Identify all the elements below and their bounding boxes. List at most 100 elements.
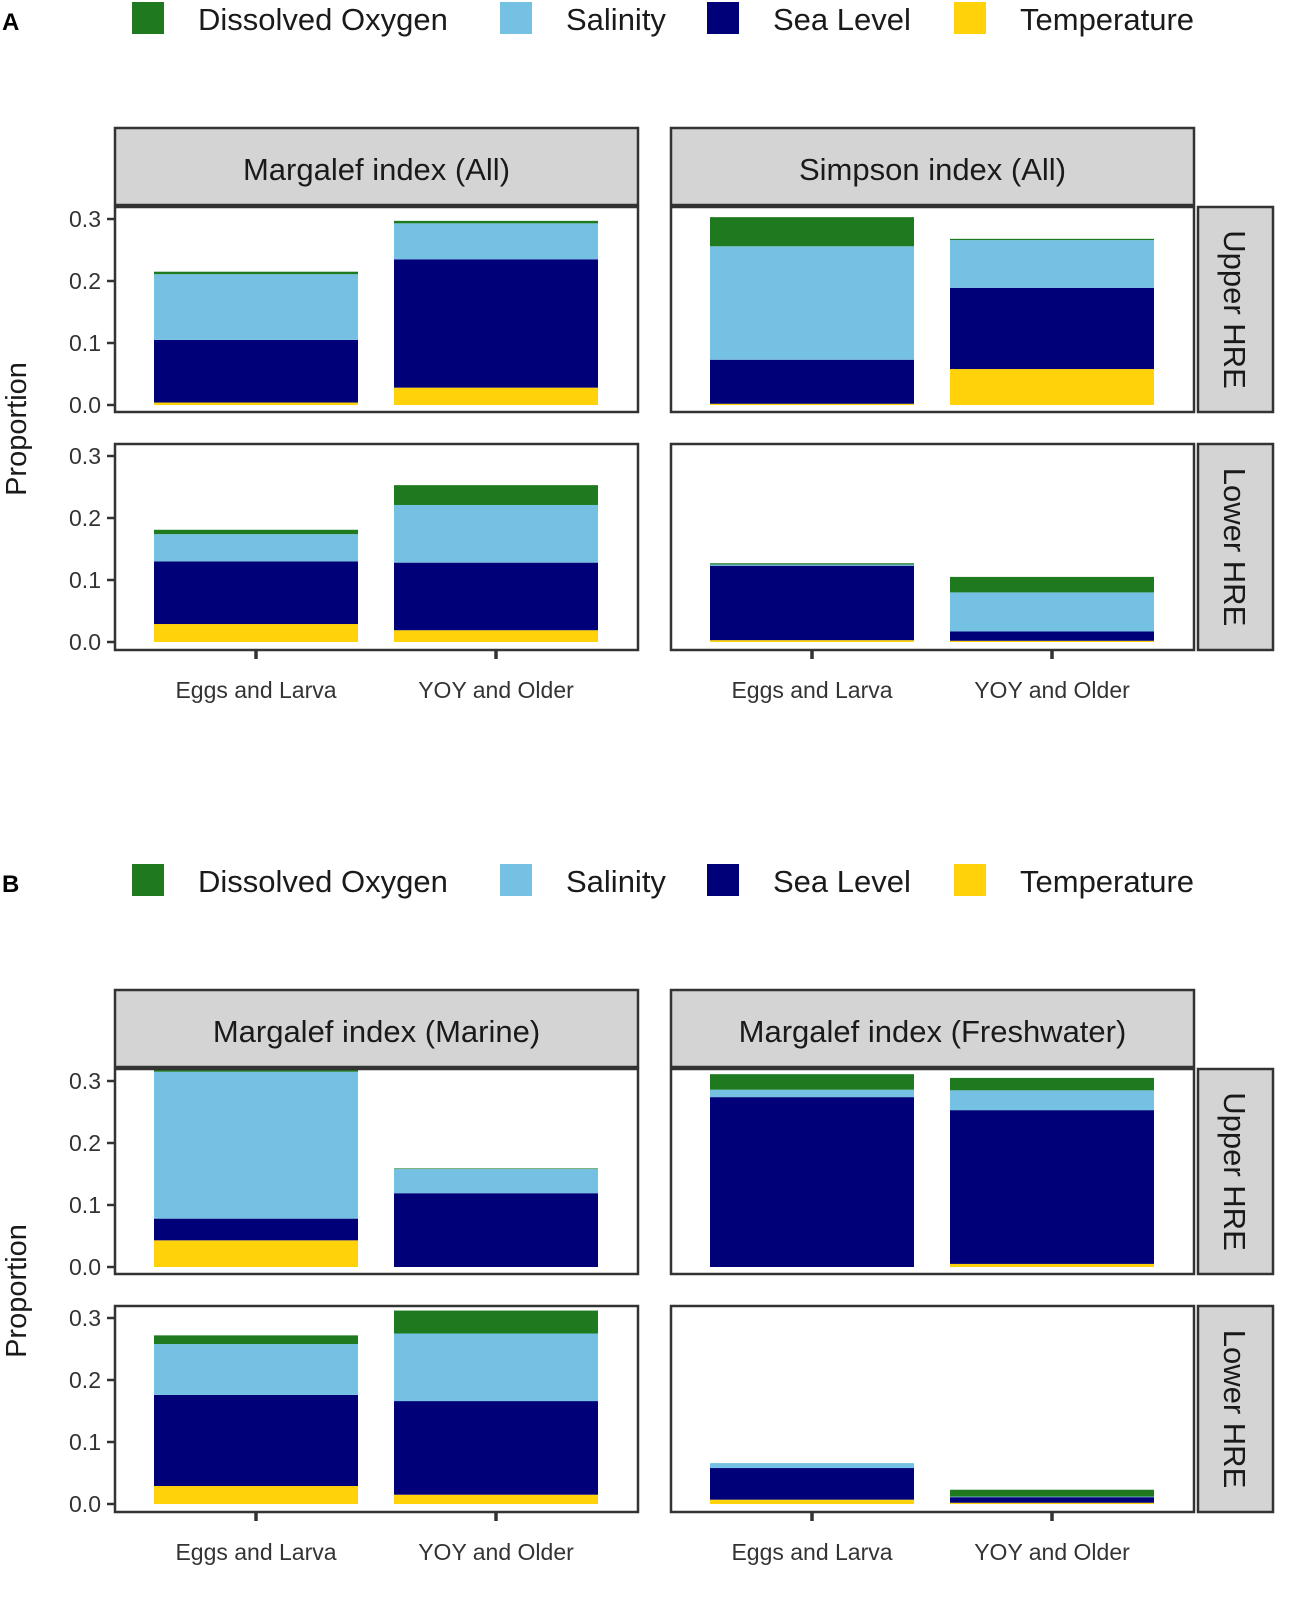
bar-eggs-and-larva-sea-level — [154, 339, 358, 403]
row-strip-label: Upper HRE — [1217, 1092, 1252, 1251]
bar-yoy-and-older-dissolved-oxygen — [950, 576, 1154, 593]
bar-yoy-and-older-temperature — [950, 1263, 1154, 1267]
bar-eggs-and-larva-temperature — [710, 640, 914, 642]
bar-eggs-and-larva-dissolved-oxygen — [154, 1069, 358, 1072]
bar-yoy-and-older-salinity — [394, 223, 598, 260]
column-strip-margalef-index-all — [113, 126, 640, 207]
bar-yoy-and-older-salinity — [950, 592, 1154, 632]
y-tick-label: 0.2 — [69, 505, 101, 531]
legend-label-temperature: Temperature — [1020, 2, 1194, 37]
x-tick-label: YOY and Older — [418, 677, 574, 703]
column-strip-label: Simpson index (All) — [799, 152, 1066, 187]
bar-yoy-and-older-salinity — [394, 504, 598, 563]
bar-yoy-and-older-temperature — [950, 369, 1154, 405]
panel-lower-hre-margalef-index-marine: 0.0 0.1 0.2 0.3 Eggs and Larva YOY and Older — [69, 1304, 640, 1565]
y-tick-label: 0.3 — [69, 1068, 101, 1094]
legend: Dissolved Oxygen Salinity Sea Level Tempera… — [132, 2, 1194, 37]
legend-swatch-temperature — [954, 864, 986, 896]
panel-border — [113, 205, 640, 414]
bar-eggs-and-larva-salinity — [154, 1071, 358, 1219]
row-strip-lower-hre — [1196, 442, 1275, 652]
bar-eggs-and-larva-temperature — [154, 402, 358, 405]
bar-yoy-and-older-salinity — [950, 1496, 1154, 1498]
bar-yoy-and-older-sea-level — [394, 562, 598, 631]
column-strip-label: Margalef index (Marine) — [213, 1014, 540, 1049]
panel-upper-hre-margalef-index-freshwater — [669, 1067, 1196, 1276]
panel-border — [669, 205, 1196, 414]
row-strip-upper-hre — [1196, 205, 1275, 414]
legend-swatch-dissolved-oxygen — [132, 2, 164, 34]
bar-yoy-and-older-sea-level — [394, 259, 598, 388]
column-strip-margalef-index-freshwater — [669, 988, 1196, 1069]
bar-eggs-and-larva-sea-level — [710, 565, 914, 641]
bar-yoy-and-older-sea-level — [394, 1401, 598, 1495]
y-tick-label: 0.2 — [69, 1130, 101, 1156]
row-strip-label: Lower HRE — [1217, 468, 1252, 627]
bar-eggs-and-larva-sea-level — [710, 1468, 914, 1500]
panel-lower-hre-margalef-index-freshwater: Eggs and Larva YOY and Older — [669, 1304, 1196, 1565]
bar-eggs-and-larva-temperature — [154, 1240, 358, 1267]
panel-border — [669, 442, 1196, 652]
bar-eggs-and-larva-temperature — [154, 1486, 358, 1504]
panel-border — [113, 1067, 640, 1276]
y-tick-label: 0.0 — [69, 629, 101, 655]
chart-a: A Dissolved Oxygen Salinity Sea Level Temper… — [1, 2, 1275, 703]
bar-eggs-and-larva-dissolved-oxygen — [154, 1335, 358, 1345]
bar-eggs-and-larva-salinity — [154, 274, 358, 340]
bar-eggs-and-larva-dissolved-oxygen — [154, 529, 358, 535]
bar-yoy-and-older-dissolved-oxygen — [394, 1310, 598, 1334]
bar-yoy-and-older-dissolved-oxygen — [394, 485, 598, 505]
bar-eggs-and-larva-temperature — [710, 1499, 914, 1504]
panel-upper-hre-margalef-index-all: 0.0 0.1 0.2 0.3 — [69, 205, 640, 418]
row-strip-label: Lower HRE — [1217, 1330, 1252, 1489]
legend-label-dissolved-oxygen: Dissolved Oxygen — [198, 2, 448, 37]
row-strip-upper-hre — [1196, 1067, 1275, 1276]
bar-eggs-and-larva-sea-level — [154, 1394, 358, 1487]
bar-eggs-and-larva-dissolved-oxygen — [154, 271, 358, 275]
bar-eggs-and-larva-salinity — [710, 246, 914, 360]
bar-yoy-and-older-dissolved-oxygen — [950, 1489, 1154, 1497]
y-tick-label: 0.0 — [69, 392, 101, 418]
column-strip-label: Margalef index (All) — [243, 152, 510, 187]
panel-border — [669, 1067, 1196, 1276]
y-tick-label: 0.1 — [69, 330, 101, 356]
legend-swatch-temperature — [954, 2, 986, 34]
panel-lower-hre-margalef-index-all: 0.0 0.1 0.2 0.3 Eggs and Larva YOY and Older — [69, 442, 640, 703]
bar-yoy-and-older-dissolved-oxygen — [394, 1168, 598, 1170]
bar-yoy-and-older-dissolved-oxygen — [394, 220, 598, 224]
y-tick-label: 0.1 — [69, 567, 101, 593]
bar-eggs-and-larva-salinity — [710, 564, 914, 566]
y-axis-label: Proportion — [1, 1224, 33, 1358]
legend-label-salinity: Salinity — [566, 2, 666, 37]
bar-yoy-and-older-salinity — [394, 1333, 598, 1402]
bar-eggs-and-larva-salinity — [154, 534, 358, 562]
legend-swatch-sea-level — [707, 864, 739, 896]
panel-border — [669, 1304, 1196, 1514]
bar-eggs-and-larva-salinity — [710, 1463, 914, 1469]
y-tick-label: 0.0 — [69, 1491, 101, 1517]
y-tick-label: 0.3 — [69, 206, 101, 232]
bar-eggs-and-larva-sea-level — [710, 359, 914, 404]
y-tick-label: 0.1 — [69, 1429, 101, 1455]
panel-lower-hre-simpson-index-all: Eggs and Larva YOY and Older — [669, 442, 1196, 703]
column-strip-margalef-index-marine — [113, 988, 640, 1069]
legend: Dissolved Oxygen Salinity Sea Level Tempera… — [132, 864, 1194, 899]
panel-label-b: B — [2, 871, 19, 898]
bar-eggs-and-larva-salinity — [710, 1089, 914, 1098]
legend-swatch-salinity — [500, 864, 532, 896]
panel-border — [113, 442, 640, 652]
bar-eggs-and-larva-temperature — [154, 624, 358, 642]
panel-upper-hre-simpson-index-all — [669, 205, 1196, 414]
bar-yoy-and-older-salinity — [950, 240, 1154, 288]
bar-yoy-and-older-dissolved-oxygen — [950, 1077, 1154, 1091]
bar-yoy-and-older-temperature — [950, 1502, 1154, 1504]
y-tick-label: 0.3 — [69, 1305, 101, 1331]
bar-eggs-and-larva-dissolved-oxygen — [710, 1074, 914, 1090]
x-tick-label: Eggs and Larva — [731, 1539, 892, 1565]
row-strip-label: Upper HRE — [1217, 230, 1252, 389]
y-tick-label: 0.3 — [69, 443, 101, 469]
x-tick-label: YOY and Older — [974, 1539, 1130, 1565]
bar-yoy-and-older-temperature — [394, 630, 598, 642]
x-tick-label: Eggs and Larva — [731, 677, 892, 703]
